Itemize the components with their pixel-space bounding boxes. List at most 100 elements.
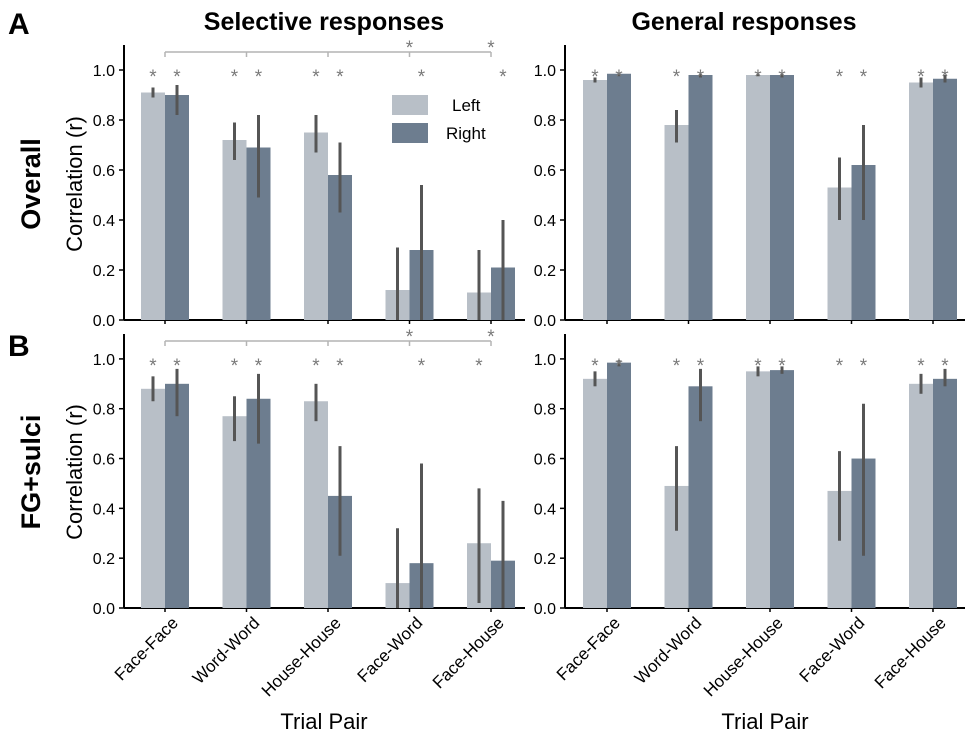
significance-star: * — [149, 67, 157, 88]
y-tick-label: 0.6 — [534, 452, 556, 469]
bar-right — [165, 383, 189, 608]
significance-star: * — [615, 67, 623, 88]
bar-left — [909, 82, 933, 320]
significance-star: * — [860, 67, 868, 88]
significance-star: * — [836, 67, 844, 88]
x-tick-label: House-House — [700, 613, 787, 700]
significance-star: * — [336, 356, 344, 377]
bracket-star: * — [406, 38, 414, 59]
significance-star: * — [673, 356, 681, 377]
bracket-star: * — [487, 327, 495, 348]
y-tick-label: 0.2 — [534, 551, 556, 568]
x-tick-label: Face-Word — [796, 613, 869, 686]
bar-right — [770, 75, 794, 320]
significance-star: * — [418, 67, 426, 88]
significance-star: * — [336, 67, 344, 88]
y-tick-label: 0.8 — [93, 113, 115, 130]
bracket-star: * — [406, 327, 414, 348]
ylabel-bottom: Correlation (r) — [62, 404, 87, 540]
legend-label-right: Right — [446, 124, 486, 143]
y-tick-label: 1.0 — [93, 352, 115, 369]
x-tick-label: Face-Word — [354, 613, 427, 686]
significance-star: * — [255, 356, 263, 377]
bar-left — [304, 401, 328, 608]
bar-left — [909, 383, 933, 608]
bar-right — [933, 78, 957, 320]
significance-star: * — [173, 356, 181, 377]
legend-swatch-right — [392, 123, 428, 143]
bar-left — [141, 92, 165, 320]
y-tick-label: 0.8 — [534, 113, 556, 130]
significance-star: * — [917, 67, 925, 88]
bar-right — [607, 73, 631, 320]
bar-left — [222, 416, 247, 608]
bar-left — [746, 75, 770, 320]
bar-left — [222, 140, 247, 320]
significance-star: * — [697, 356, 705, 377]
y-tick-label: 0.8 — [93, 402, 115, 419]
legend-swatch-left — [392, 95, 428, 115]
chart-panel-1: 0.00.20.40.60.81.0 * * * * * * * ** * — [93, 38, 525, 330]
column-title-general: General responses — [631, 8, 856, 36]
y-tick-label: 0.2 — [93, 551, 115, 568]
x-tick-label: Face-House — [429, 613, 508, 692]
bar-left — [583, 80, 607, 320]
y-tick-label: 1.0 — [534, 63, 556, 80]
y-tick-label: 0.4 — [93, 213, 115, 230]
chart-panel-3: 0.00.20.40.60.81.0 * * * * * * * ** *Face-Face Wor… — [93, 327, 525, 700]
row-label-fg-sulci: FG+sulci — [16, 415, 46, 530]
significance-star: * — [499, 67, 507, 88]
bar-right — [607, 362, 631, 608]
y-tick-label: 0.6 — [93, 163, 115, 180]
y-tick-label: 0.4 — [534, 213, 556, 230]
ylabel-top: Correlation (r) — [62, 116, 87, 252]
bar-right — [165, 95, 189, 320]
x-tick-label: Face-Face — [111, 613, 182, 684]
significance-star: * — [231, 356, 239, 377]
significance-star: * — [754, 67, 762, 88]
bar-right — [770, 370, 794, 608]
panel-letter-b: B — [8, 330, 30, 363]
significance-star: * — [591, 67, 599, 88]
y-tick-label: 0.0 — [93, 601, 115, 618]
significance-star: * — [860, 356, 868, 377]
significance-star: * — [917, 356, 925, 377]
bar-left — [304, 132, 328, 320]
xlabel-right: Trial Pair — [721, 709, 808, 734]
legend-label-left: Left — [452, 96, 481, 115]
significance-star: * — [591, 356, 599, 377]
y-tick-label: 0.4 — [93, 501, 115, 518]
y-tick-label: 0.6 — [534, 163, 556, 180]
significance-star: * — [312, 356, 320, 377]
significance-star: * — [941, 356, 949, 377]
bar-right — [688, 75, 713, 320]
bar-left — [141, 388, 165, 608]
significance-star: * — [312, 67, 320, 88]
chart-panel-2: 0.0 0.2 0.4 0.6 0.8 1.0 * * * * * * * * * * — [534, 45, 965, 330]
chart-panel-4: 0.0 0.2 0.4 0.6 0.8 1.0 * * * * * * * * * * Face-Face Wor… — [534, 334, 965, 700]
significance-star: * — [149, 356, 157, 377]
y-tick-label: 1.0 — [534, 352, 556, 369]
y-tick-label: 0.0 — [534, 601, 556, 618]
plot-area: 0.00.20.40.60.81.0 * * * * * * * ** *0.00.20.40.6… — [93, 38, 965, 700]
legend: Left Right — [392, 95, 486, 143]
bar-right — [688, 386, 713, 608]
y-tick-label: 0.6 — [93, 452, 115, 469]
significance-star: * — [475, 356, 483, 377]
significance-star: * — [615, 356, 623, 377]
x-tick-label: Word-Word — [189, 613, 263, 687]
y-tick-label: 0.8 — [534, 402, 556, 419]
x-tick-label: House-House — [258, 613, 345, 700]
bar-left — [664, 125, 689, 320]
y-tick-label: 0.2 — [93, 263, 115, 280]
bar-left — [583, 378, 607, 608]
significance-star: * — [754, 356, 762, 377]
y-tick-label: 0.4 — [534, 501, 556, 518]
significance-star: * — [418, 356, 426, 377]
x-tick-label: Word-Word — [631, 613, 705, 687]
significance-star: * — [231, 67, 239, 88]
column-title-selective: Selective responses — [204, 8, 444, 36]
significance-star: * — [697, 67, 705, 88]
bar-left — [746, 371, 770, 608]
